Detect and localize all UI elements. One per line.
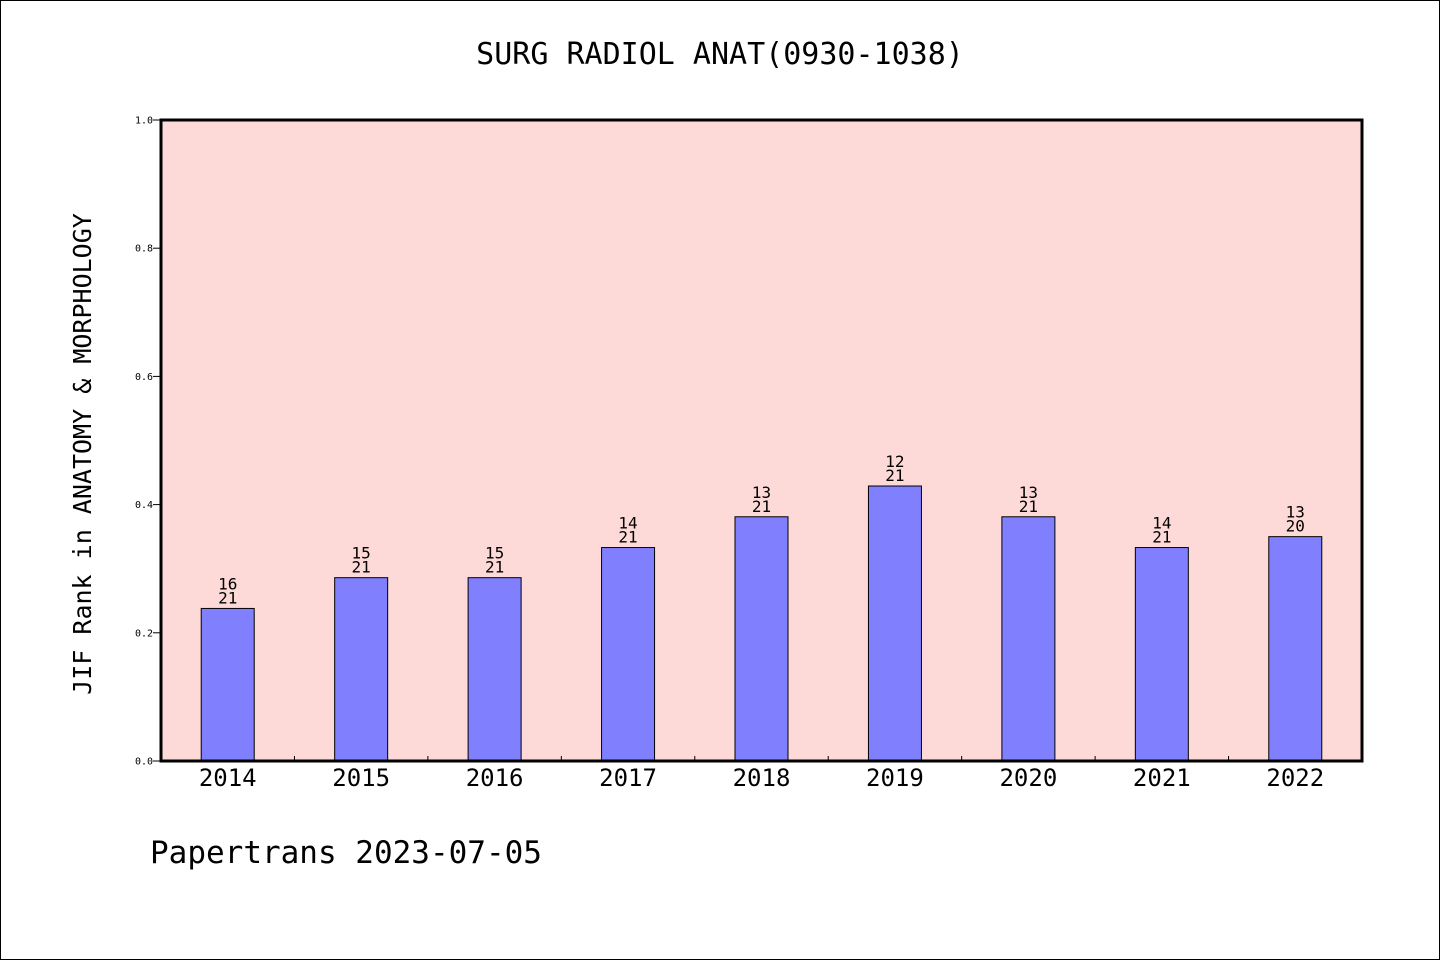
- footer-credit: Papertrans 2023-07-05: [150, 835, 542, 871]
- y-tick-label: 0.6: [135, 372, 153, 383]
- bar-label-rank: 13: [1019, 483, 1038, 502]
- y-tick-label: 0.4: [135, 500, 153, 511]
- x-tick-label: 2017: [599, 764, 657, 792]
- bar-label-rank: 16: [218, 574, 237, 593]
- x-axis: 2014 2015 2016 2017 2018 2019 2020 2021 2022: [199, 756, 1324, 792]
- x-tick-label: 2019: [866, 764, 924, 792]
- x-tick-label: 2021: [1133, 764, 1191, 792]
- bar: [867, 485, 922, 762]
- bar-label-total: 21: [618, 528, 637, 547]
- bar: [1268, 536, 1323, 762]
- bar: [1001, 516, 1056, 762]
- bar: [734, 516, 789, 762]
- y-tick-label: 0.0: [135, 757, 153, 768]
- bar-label-total: 21: [218, 588, 237, 607]
- bar-label-rank: 12: [885, 452, 904, 471]
- bar-label-rank: 13: [752, 483, 771, 502]
- bar-label-rank: 13: [1286, 503, 1305, 522]
- plot-frame: [159, 118, 1364, 763]
- bar: [601, 547, 656, 762]
- bar: [200, 607, 255, 762]
- x-tick-label: 2018: [733, 764, 791, 792]
- bar-label-total: 21: [485, 558, 504, 577]
- bar: [334, 577, 389, 762]
- bar-label-rank: 14: [1152, 514, 1171, 533]
- chart-title: SURG RADIOL ANAT(0930-1038): [476, 37, 964, 72]
- bar-label-rank: 14: [618, 514, 637, 533]
- bar-label-total: 21: [752, 497, 771, 516]
- y-tick-label: 0.8: [135, 244, 153, 255]
- y-axis: 0.0 0.2 0.4 0.6 0.8 1.0: [135, 116, 161, 768]
- bar-label-rank: 15: [352, 544, 371, 563]
- bar-label-total: 20: [1286, 517, 1305, 536]
- bar-label-rank: 15: [485, 544, 504, 563]
- x-tick-label: 2016: [466, 764, 524, 792]
- x-tick-label: 2014: [199, 764, 257, 792]
- bar: [467, 577, 522, 762]
- x-tick-label: 2022: [1266, 764, 1324, 792]
- y-tick-label: 1.0: [135, 116, 153, 127]
- bar-label-total: 21: [1152, 528, 1171, 547]
- x-tick-label: 2020: [999, 764, 1057, 792]
- bar: [1134, 547, 1189, 762]
- bar-label-total: 21: [352, 558, 371, 577]
- bar-label-total: 21: [1019, 497, 1038, 516]
- bar-label-total: 21: [885, 466, 904, 485]
- y-tick-label: 0.2: [135, 628, 153, 639]
- x-tick-label: 2015: [332, 764, 390, 792]
- y-axis-title: JIF Rank in ANATOMY & MORPHOLOGY: [68, 213, 97, 695]
- bars-layer: [200, 485, 1323, 762]
